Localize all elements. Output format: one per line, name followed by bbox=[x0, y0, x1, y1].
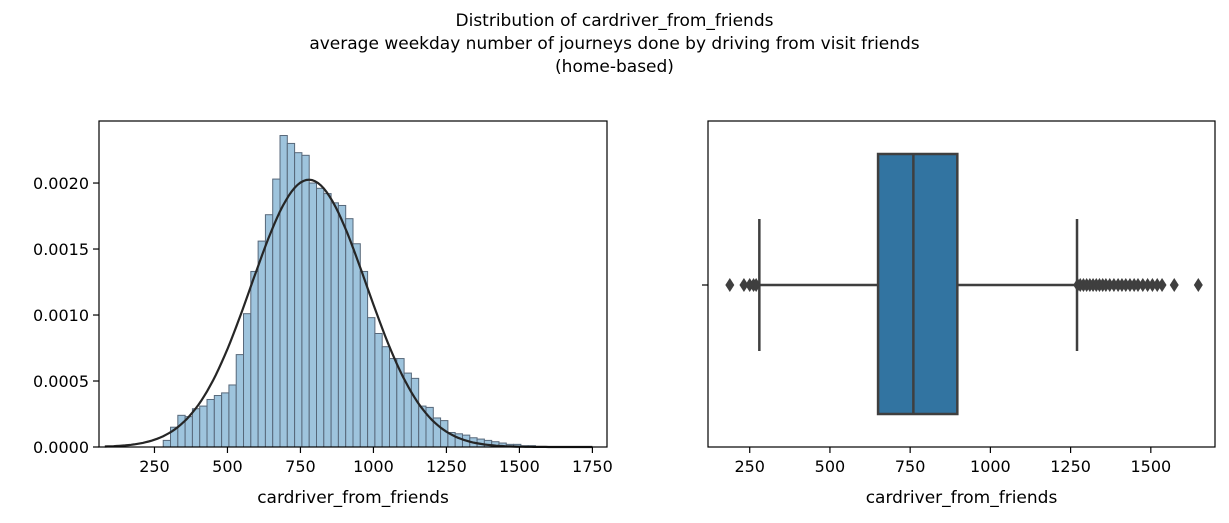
histogram-bar bbox=[308, 182, 318, 448]
histogram-bar bbox=[191, 408, 201, 448]
y-tick-label: 0.0010 bbox=[33, 306, 89, 325]
histogram-bar bbox=[294, 152, 303, 448]
histogram-bar bbox=[235, 354, 245, 448]
iqr-box bbox=[876, 152, 959, 416]
suptitle-line-2: average weekday number of journeys done … bbox=[309, 34, 920, 54]
x-tick-label: 750 bbox=[895, 457, 926, 476]
outlier-point bbox=[751, 278, 761, 292]
histogram-bar bbox=[301, 154, 310, 448]
histogram-bar bbox=[228, 384, 237, 448]
histogram-bar bbox=[264, 214, 274, 448]
x-tick-label: 1000 bbox=[353, 457, 394, 476]
histogram-bar bbox=[162, 439, 172, 448]
x-tick-label: 1250 bbox=[1050, 457, 1091, 476]
histogram-axes-frame bbox=[98, 120, 608, 448]
histogram-bar bbox=[352, 243, 361, 448]
x-tick-label: 1500 bbox=[1130, 457, 1171, 476]
y-tick-label: 0.0020 bbox=[33, 174, 89, 193]
histogram-bar bbox=[367, 317, 376, 448]
histogram-bar bbox=[184, 416, 193, 448]
x-tick-label: 500 bbox=[815, 457, 846, 476]
outlier-point bbox=[1138, 278, 1148, 292]
histogram-bar bbox=[199, 405, 208, 448]
y-tick-label: 0.0000 bbox=[33, 438, 89, 457]
outlier-point bbox=[1157, 278, 1167, 292]
boxplot-axes-frame bbox=[707, 120, 1216, 448]
histogram-bar bbox=[177, 414, 186, 448]
outlier-point bbox=[739, 278, 749, 292]
histogram-bar bbox=[221, 392, 230, 448]
histogram-bar bbox=[388, 358, 398, 448]
histogram-bar bbox=[374, 332, 383, 448]
x-axis-label: cardriver_from_friends bbox=[866, 488, 1058, 508]
histogram-bar bbox=[206, 398, 215, 448]
suptitle-line-3: (home-based) bbox=[555, 57, 674, 77]
histogram-bar bbox=[410, 377, 420, 448]
histogram-bar bbox=[279, 135, 288, 448]
outlier-point bbox=[1143, 278, 1153, 292]
histogram-bar bbox=[250, 270, 259, 448]
x-tick-label: 1250 bbox=[426, 457, 467, 476]
x-tick-label: 1000 bbox=[970, 457, 1011, 476]
y-tick-label: 0.0015 bbox=[33, 240, 89, 259]
x-tick-label: 500 bbox=[212, 457, 243, 476]
histogram-bar bbox=[323, 193, 332, 448]
x-axis-label: cardriver_from_friends bbox=[257, 488, 449, 508]
histogram-bar bbox=[381, 346, 390, 448]
histogram-bar bbox=[337, 204, 347, 448]
boxplot-panel: 250 500 750 1000 1250 1500 cardriver_from_frie… bbox=[702, 120, 1216, 508]
histogram-bar bbox=[440, 420, 449, 448]
y-tick-label: 0.0005 bbox=[33, 372, 89, 391]
chart-suptitle: Distribution of cardriver_from_friends a… bbox=[0, 10, 1229, 79]
histogram-bar bbox=[316, 187, 325, 448]
outlier-point bbox=[1147, 278, 1157, 292]
histogram-bar bbox=[359, 270, 369, 448]
histogram-bar bbox=[213, 395, 223, 448]
x-tick-label: 250 bbox=[734, 457, 765, 476]
x-tick-label: 750 bbox=[285, 457, 316, 476]
x-tick-label: 250 bbox=[139, 457, 170, 476]
outlier-point bbox=[1193, 278, 1203, 292]
histogram-bar bbox=[257, 240, 266, 448]
histogram-bar bbox=[243, 313, 252, 448]
histogram-bar bbox=[330, 202, 339, 448]
outlier-point bbox=[1133, 278, 1143, 292]
outlier-point bbox=[1169, 278, 1179, 292]
x-tick-label: 1750 bbox=[572, 457, 613, 476]
outlier-point bbox=[1152, 278, 1162, 292]
histogram-bar bbox=[345, 218, 354, 448]
histogram-panel: 250 500 750 1000 1250 1500 1750 0.0000 0.0005 0.0… bbox=[33, 120, 613, 508]
suptitle-line-1: Distribution of cardriver_from_friends bbox=[455, 11, 774, 31]
outlier-point bbox=[725, 278, 735, 292]
x-tick-label: 1500 bbox=[499, 457, 540, 476]
